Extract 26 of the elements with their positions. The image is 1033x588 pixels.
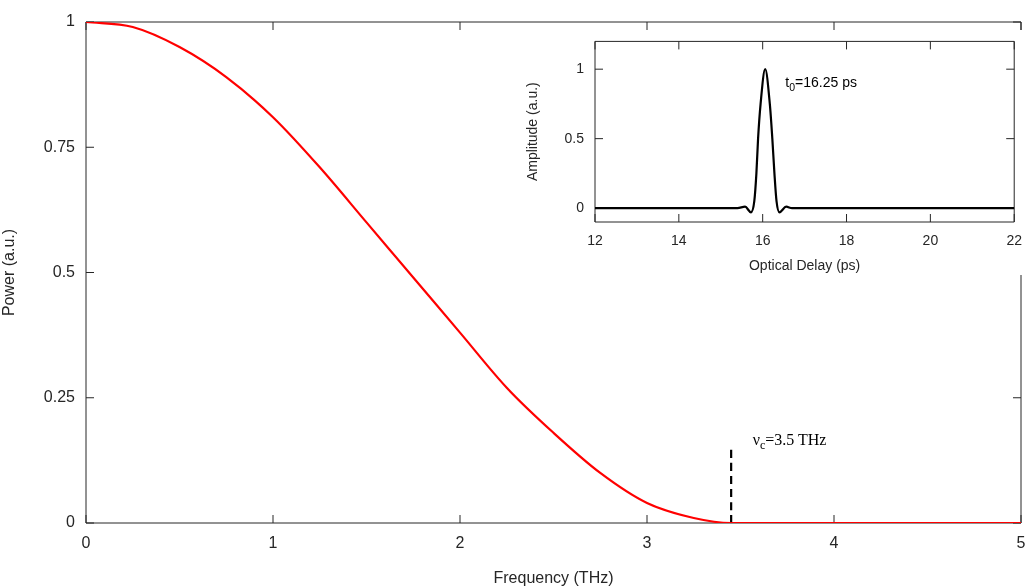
x-tick-label: 22 xyxy=(1006,232,1023,249)
y-tick-label: 0.25 xyxy=(43,388,76,406)
y-axis-title: Power (a.u.) xyxy=(0,228,18,317)
x-axis-title: Frequency (THz) xyxy=(493,568,614,586)
x-tick-label: 5 xyxy=(1016,534,1026,552)
x-tick-label: 3 xyxy=(642,534,652,552)
x-tick-label: 12 xyxy=(587,232,603,249)
x-tick-label: 18 xyxy=(838,232,855,249)
y-tick-label: 0 xyxy=(66,513,76,531)
line-series xyxy=(86,22,1021,523)
x-tick-label: 14 xyxy=(671,232,687,249)
x-tick-label: 0 xyxy=(81,534,91,552)
y-tick-label: 1 xyxy=(576,60,585,77)
y-tick-label: 1 xyxy=(66,12,76,30)
y-axis-title: Amplitude (a.u.) xyxy=(524,82,541,182)
y-tick-label: 0.5 xyxy=(564,129,585,146)
x-tick-label: 16 xyxy=(754,232,771,249)
y-tick-label: 0.5 xyxy=(52,262,76,280)
x-axis-title: Optical Delay (ps) xyxy=(748,257,861,274)
line-series xyxy=(595,68,1015,214)
y-tick-label: 0.75 xyxy=(43,137,76,155)
x-tick-label: 20 xyxy=(922,232,939,249)
y-tick-label: 0 xyxy=(576,198,585,215)
x-tick-label: 2 xyxy=(455,534,465,552)
x-tick-label: 4 xyxy=(829,534,839,552)
x-tick-label: 1 xyxy=(268,534,278,552)
